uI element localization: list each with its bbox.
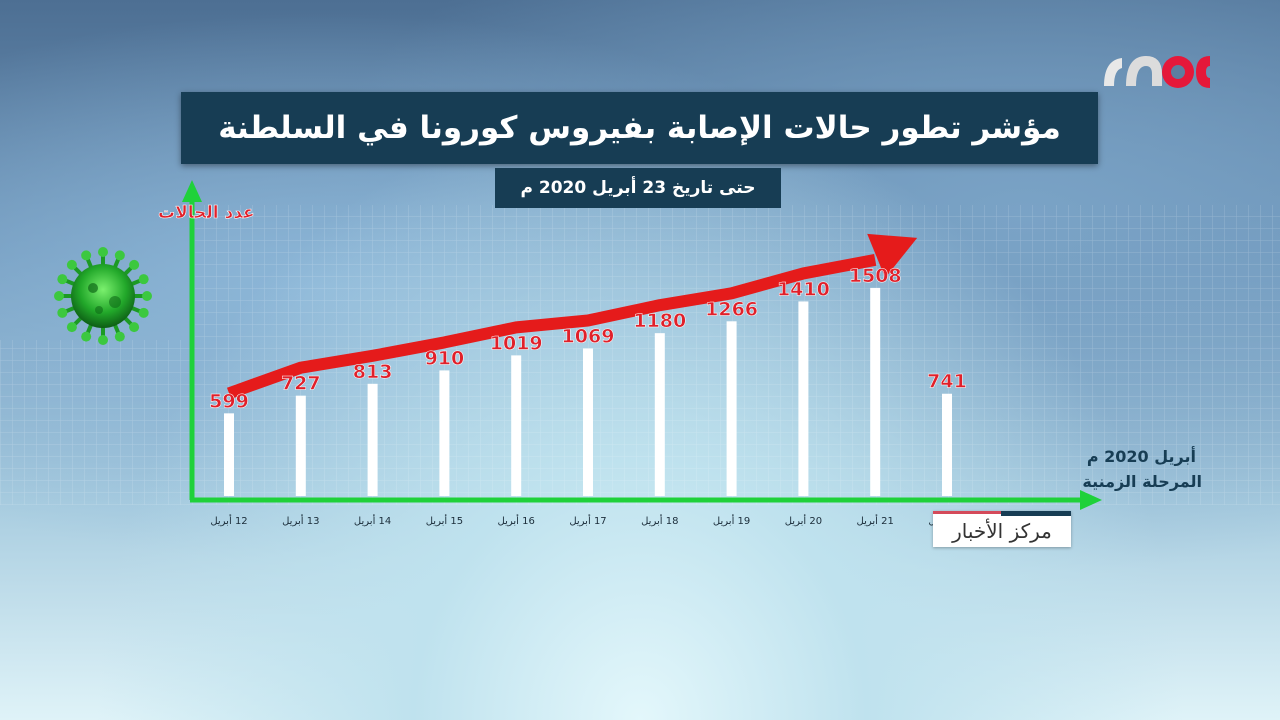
bar-value-label-3: 813 <box>353 361 393 383</box>
bar-2 <box>295 395 306 496</box>
bar-1 <box>224 413 234 496</box>
virus-spike-tip <box>114 250 125 261</box>
virus-spike-tip <box>81 250 92 261</box>
x-axis-label-line1: أبريل 2020 م <box>1087 446 1196 466</box>
news-center-tag: مركز الأخبار <box>933 511 1071 547</box>
virus-spike-tip <box>54 291 64 301</box>
virus-spike-tip <box>57 274 68 285</box>
bar-value-label-7: 1180 <box>633 310 686 332</box>
oman-tv-logo <box>1104 56 1210 88</box>
x-axis-label-line2: المرحلة الزمنية <box>1082 472 1202 491</box>
bar-value-label-11: 741 <box>927 371 967 393</box>
bar-11 <box>942 393 952 496</box>
grid-background-left <box>0 340 195 505</box>
x-tick-label-1: 12 أبريل <box>210 514 247 527</box>
chart-subtitle-panel: حتى تاريخ 23 أبريل 2020 م <box>495 168 781 208</box>
virus-spike-tip <box>142 291 152 301</box>
bar-3 <box>367 383 378 496</box>
virus-spike-tip <box>57 307 68 318</box>
x-tick-label-3: 14 أبريل <box>354 514 391 527</box>
bar-value-label-6: 1069 <box>562 325 615 347</box>
virus-spike-tip <box>98 247 108 257</box>
x-tick-label-8: 19 أبريل <box>713 514 750 527</box>
x-tick-label-5: 16 أبريل <box>498 514 535 527</box>
virus-spike-tip <box>114 331 125 342</box>
bar-7 <box>654 333 665 496</box>
y-axis-label: عدد الحالات <box>158 203 255 223</box>
virus-spike-tip <box>129 322 140 333</box>
trend-arrow-head <box>867 233 918 278</box>
bar-9 <box>798 301 809 496</box>
virus-spike-tip <box>66 322 77 333</box>
bar-value-label-1: 599 <box>209 390 249 412</box>
y-axis-arrowhead <box>182 180 202 202</box>
bar-value-label-5: 1019 <box>490 332 543 354</box>
ticks-layer: 12 أبريل 13 أبريل 14 أبريل 15 أبريل 16 أبريل… <box>210 514 965 527</box>
bar-value-label-2: 727 <box>281 373 321 395</box>
chart-title-panel: مؤشر تطور حالات الإصابة بفيروس كورونا في… <box>181 92 1098 164</box>
trend-layer <box>226 233 918 399</box>
virus-spike-tip <box>129 259 140 270</box>
x-tick-label-10: 21 أبريل <box>857 514 894 527</box>
chart-title: مؤشر تطور حالات الإصابة بفيروس كورونا في… <box>218 110 1061 146</box>
x-tick-label-6: 17 أبريل <box>569 514 606 527</box>
bar-value-label-4: 910 <box>425 347 465 369</box>
x-tick-label-4: 15 أبريل <box>426 514 463 527</box>
bar-value-label-8: 1266 <box>705 298 758 320</box>
trend-arrow-line <box>226 253 877 399</box>
x-tick-label-2: 13 أبريل <box>282 514 319 527</box>
virus-spike-tip <box>138 274 149 285</box>
bar-5 <box>511 355 522 496</box>
news-center-label: مركز الأخبار <box>952 518 1052 543</box>
virus-spike-tip <box>138 307 149 318</box>
virus-spike-tip <box>81 331 92 342</box>
bar-value-label-10: 1508 <box>849 265 902 287</box>
x-tick-label-9: 20 أبريل <box>785 514 822 527</box>
virus-spike-tip <box>98 335 108 345</box>
bar-8 <box>726 321 737 496</box>
bar-6 <box>583 348 593 496</box>
chart-subtitle: حتى تاريخ 23 أبريل 2020 م <box>520 178 756 198</box>
bar-4 <box>439 370 450 496</box>
news-tag-strip <box>1001 511 1071 516</box>
virus-icon <box>54 247 152 345</box>
bar-value-label-9: 1410 <box>777 278 830 300</box>
bar-10 <box>870 287 881 496</box>
x-axis-arrowhead <box>1080 490 1102 510</box>
virus-spike-tip <box>66 259 77 270</box>
labels-layer: 599 727 813 910 1019 1069 1180 1266 1410 1508 741 <box>209 265 967 413</box>
x-tick-label-7: 18 أبريل <box>641 514 678 527</box>
bars-layer <box>224 287 952 496</box>
